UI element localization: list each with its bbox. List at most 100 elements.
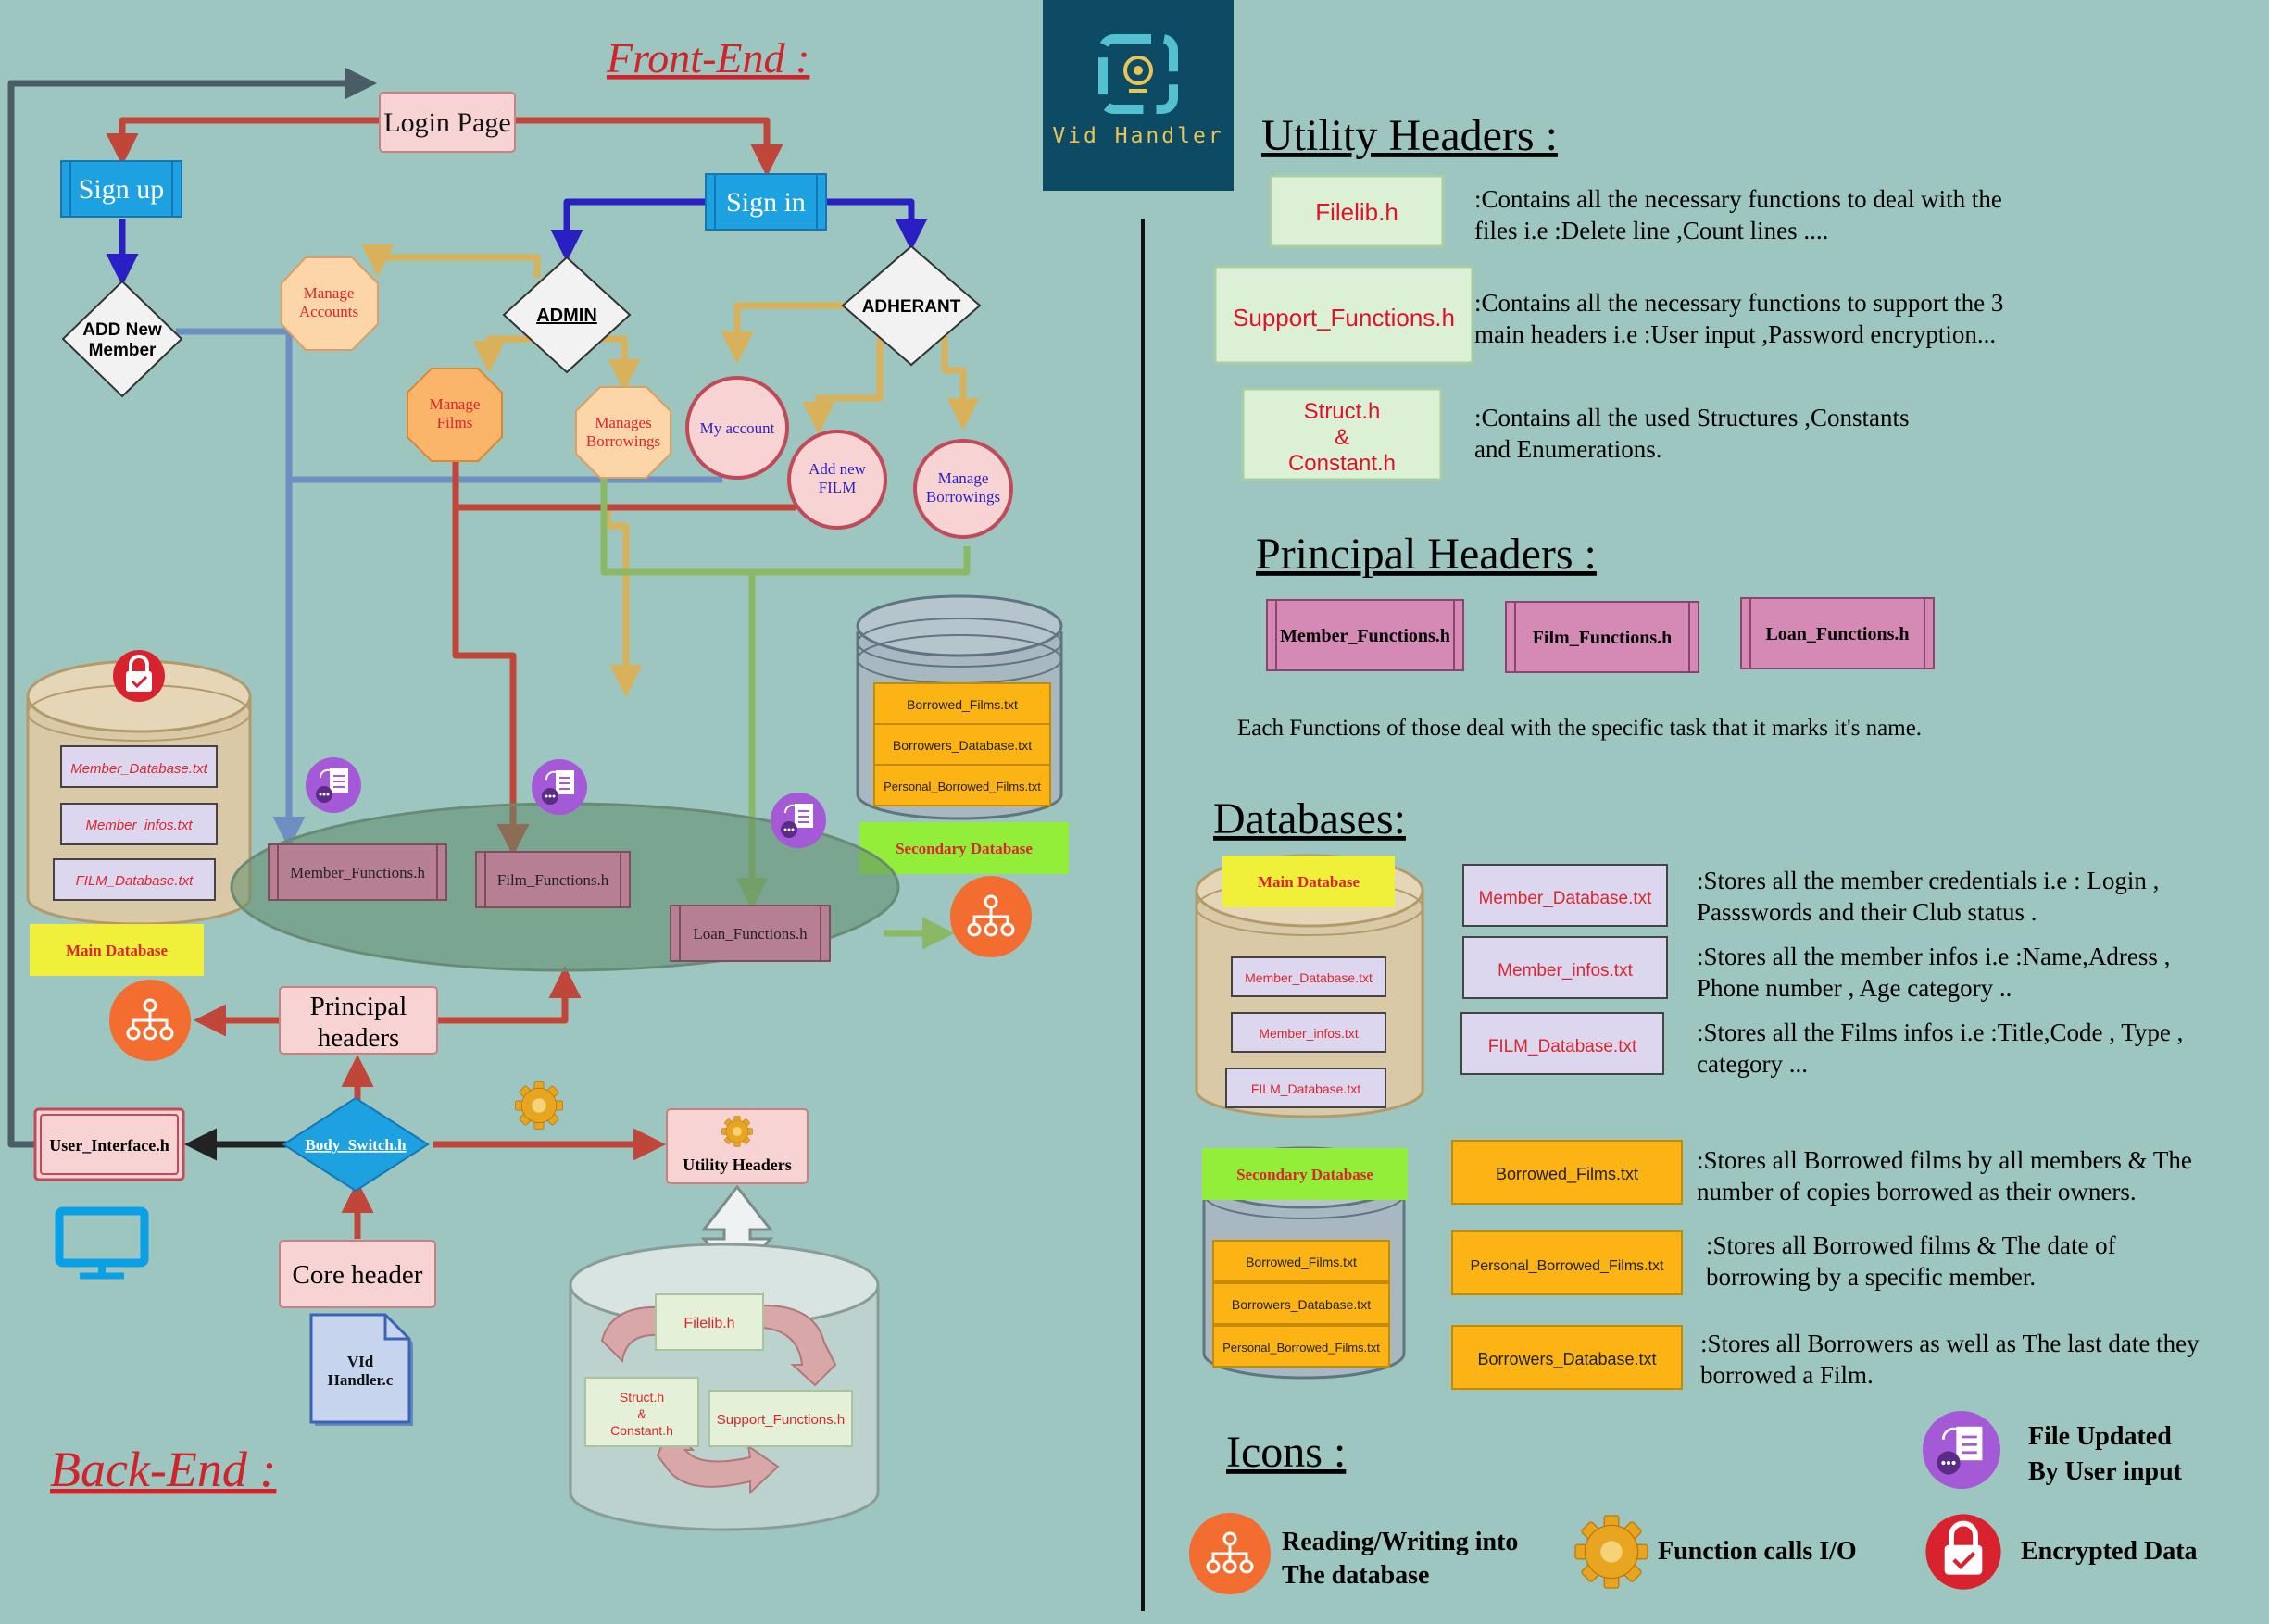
svg-text:Secondary Database: Secondary Database (1236, 1166, 1373, 1183)
util-struct-node: Struct.h & Constant.h (584, 1377, 699, 1447)
svg-text:Struct.h: Struct.h (620, 1390, 664, 1405)
svg-text:VId: VId (347, 1353, 374, 1370)
main-db-file-1: Member_Database.txt (1231, 956, 1386, 997)
svg-text:main headers i.e :User input: main headers i.e :User input ,Password e… (1474, 320, 1996, 348)
svg-text:ADD New: ADD New (82, 320, 162, 340)
svg-text:Sign in: Sign in (726, 187, 806, 218)
main-db-file-2: Member_infos.txt (1231, 1012, 1386, 1053)
svg-text::Contains all the necessary fu: :Contains all the necessary functions to… (1474, 289, 2003, 317)
main-file-icon: VId Handler.c (309, 1313, 413, 1426)
front-end-title: Front-End : (606, 34, 809, 81)
svg-text:Support_Functions.h: Support_Functions.h (717, 1412, 845, 1428)
svg-text:Borrowed_Films.txt: Borrowed_Films.txt (1246, 1255, 1357, 1269)
my-account-node: My account (685, 376, 789, 480)
main-db-file-2: Member_infos.txt (60, 803, 218, 845)
svg-text:Encrypted Data: Encrypted Data (2021, 1537, 2198, 1566)
sign-up-node: Sign up (60, 160, 182, 218)
svg-text:headers: headers (318, 1023, 400, 1053)
svg-text:ADMIN: ADMIN (536, 306, 597, 326)
manages-borrowings-node: Manages Borrowings (575, 386, 671, 479)
svg-text:Borrowings: Borrowings (586, 432, 660, 450)
svg-text:Borrowers_Database.txt: Borrowers_Database.txt (1477, 1350, 1656, 1369)
svg-text:Borrowed_Films.txt: Borrowed_Films.txt (1496, 1165, 1638, 1184)
svg-text:The database: The database (1282, 1561, 1429, 1590)
principal-note: Each Functions of those deal with the sp… (1237, 716, 1922, 741)
db-desc-film-database: FILM_Database.txt :Stores all the Films … (1460, 1012, 2183, 1078)
svg-text:Passswords and their Club stat: Passswords and their Club status . (1697, 898, 2037, 926)
login-page-node: Login Page (379, 92, 516, 153)
svg-text:Member: Member (89, 341, 157, 360)
svg-text:Main Database: Main Database (1258, 873, 1360, 891)
svg-text:Member_Database.txt: Member_Database.txt (1479, 889, 1653, 908)
svg-text:Loan_Functions.h: Loan_Functions.h (1765, 624, 1909, 644)
secondary-db-file-1: Borrowed_Films.txt (1212, 1240, 1390, 1282)
svg-text:Sign up: Sign up (79, 174, 165, 205)
svg-text:Member_Database.txt: Member_Database.txt (70, 761, 207, 777)
film-functions-node: Film_Functions.h (475, 851, 631, 908)
svg-text:and Enumerations.: and Enumerations. (1474, 435, 1661, 463)
legend-function-calls: Function calls I/O (1574, 1515, 1857, 1589)
manage-accounts-node: Manage Accounts (281, 256, 379, 351)
svg-text:FILM_Database.txt: FILM_Database.txt (76, 873, 194, 889)
db-desc-personal-borrowed: Personal_Borrowed_Films.txt :Stores all … (1451, 1230, 2116, 1295)
camera-logo-icon (1098, 34, 1178, 114)
utility-item-struct: Struct.h & Constant.h :Contains all the … (1241, 387, 1909, 481)
svg-text:Manage: Manage (938, 469, 989, 487)
svg-text:Filelib.h: Filelib.h (683, 1316, 734, 1331)
utility-item-filelib: Filelib.h :Contains all the necessary fu… (1269, 174, 2002, 248)
secondary-db-file-3: Personal_Borrowed_Films.txt (873, 764, 1051, 806)
svg-text:Struct.h: Struct.h (1304, 399, 1381, 424)
member-functions-node: Member_Functions.h (268, 843, 447, 901)
svg-text:Constant.h: Constant.h (1288, 451, 1396, 476)
svg-text:category ...: category ... (1697, 1050, 1808, 1078)
databases-title: Databases: (1213, 794, 1406, 843)
manage-films-node: Manage Films (407, 368, 503, 462)
svg-text:Film_Functions.h: Film_Functions.h (1533, 628, 1673, 648)
file-updated-icon (531, 758, 588, 816)
svg-text:Personal_Borrowed_Films.txt: Personal_Borrowed_Films.txt (1222, 1341, 1380, 1355)
svg-text::Stores all Borrowers as well: :Stores all Borrowers as well as The las… (1700, 1330, 2200, 1357)
db-desc-borrowers: Borrowers_Database.txt :Stores all Borro… (1451, 1325, 2200, 1390)
db-desc-borrowed-films: Borrowed_Films.txt :Stores all Borrowed … (1451, 1140, 2192, 1206)
svg-text:Support_Functions.h: Support_Functions.h (1233, 304, 1455, 331)
principal-item-member: Member_Functions.h (1266, 599, 1464, 671)
svg-text:Add new: Add new (809, 460, 867, 478)
svg-text:FILM_Database.txt: FILM_Database.txt (1488, 1037, 1637, 1056)
logo-text: Vid Handler (1052, 124, 1223, 148)
file-updated-icon (770, 792, 827, 849)
principal-headers-node: Principal headers (279, 986, 438, 1055)
svg-text:borrowed a Film.: borrowed a Film. (1700, 1361, 1874, 1389)
secondary-db-file-1: Borrowed_Films.txt (873, 682, 1051, 725)
secondary-db-file-2: Borrowers_Database.txt (873, 723, 1051, 766)
database-io-icon (107, 978, 193, 1063)
secondary-db-file-2: Borrowers_Database.txt (1212, 1282, 1390, 1325)
svg-text:Borrowers_Database.txt: Borrowers_Database.txt (1232, 1297, 1371, 1312)
svg-text::Stores all the member credent: :Stores all the member credentials i.e :… (1697, 867, 2159, 894)
svg-text::Stores all the Films infos i.: :Stores all the Films infos i.e :Title,C… (1697, 1018, 2183, 1046)
svg-text:Member_Database.txt: Member_Database.txt (1245, 970, 1373, 985)
svg-text:Borrowings: Borrowings (926, 488, 1000, 506)
svg-text:Borrowed_Films.txt: Borrowed_Films.txt (907, 697, 1018, 712)
svg-text:By User input: By User input (2028, 1457, 2183, 1486)
legend-file-updated: File Updated By User input (1921, 1409, 2183, 1491)
back-end-title: Back-End : (50, 1442, 276, 1497)
svg-text:File Updated: File Updated (2028, 1422, 2172, 1451)
add-new-film-node: Add new FILM (787, 430, 887, 530)
svg-text:Function calls I/O: Function calls I/O (1658, 1537, 1857, 1566)
svg-text:Member_infos.txt: Member_infos.txt (1259, 1026, 1358, 1041)
svg-text:Films: Films (437, 414, 473, 431)
monitor-icon (55, 1206, 149, 1280)
principal-item-loan: Loan_Functions.h (1740, 597, 1935, 669)
sign-in-node: Sign in (705, 173, 827, 231)
gear-icon (1574, 1515, 1648, 1589)
svg-text::Stores all Borrowed films &: :Stores all Borrowed films & The date of (1706, 1231, 2116, 1259)
user-interface-node: User_Interface.h (33, 1107, 185, 1181)
body-switch-node: Body_Switch.h (282, 1096, 430, 1193)
svg-text::Stores all the member infos i: :Stores all the member infos i.e :Name,A… (1697, 943, 2170, 970)
svg-text:&: & (1335, 425, 1349, 450)
db-desc-member-database: Member_Database.txt :Stores all the memb… (1462, 864, 2159, 927)
svg-text:Manage: Manage (304, 284, 355, 302)
gear-icon (515, 1081, 563, 1130)
svg-text:Secondary Database: Secondary Database (896, 840, 1033, 857)
svg-text:&: & (637, 1406, 646, 1421)
